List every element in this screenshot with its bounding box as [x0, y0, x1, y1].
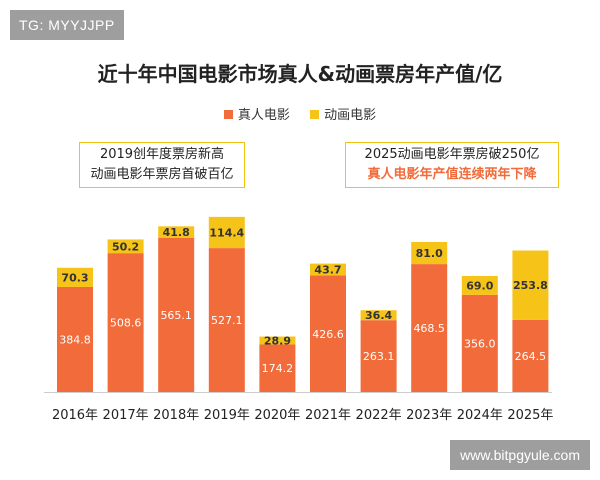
label-live-4: 174.2 [262, 362, 294, 375]
legend: 真人电影 动画电影 [0, 104, 600, 123]
x-tick-label-4: 2020年 [254, 408, 300, 423]
bar-anim-4 [259, 336, 296, 345]
x-tick-label-0: 2016年 [52, 408, 98, 423]
tag-label: TG: MYYJJPP [10, 10, 124, 40]
bar-live-5 [310, 275, 346, 392]
label-anim-9: 253.8 [513, 279, 548, 292]
label-live-2: 565.1 [160, 309, 192, 322]
label-live-6: 263.1 [363, 350, 395, 363]
x-tick-label-3: 2019年 [204, 408, 250, 423]
label-live-9: 264.5 [515, 350, 547, 363]
label-anim-2: 41.8 [163, 226, 190, 239]
label-anim-4: 28.9 [264, 334, 291, 347]
watermark: www.bitpgyule.com [450, 440, 590, 470]
x-tick-label-5: 2021年 [305, 408, 351, 423]
bar-live-8 [461, 294, 498, 392]
label-live-5: 426.6 [312, 328, 344, 341]
bar-live-4 [259, 344, 296, 392]
bar-live-6 [360, 320, 397, 392]
bar-live-1 [107, 253, 144, 392]
annotation-2025-line2: 真人电影年产值连续两年下降 [367, 167, 537, 182]
annotation-2025-line1: 2025动画电影年票房破250亿 [364, 147, 540, 162]
bar-live-0 [57, 286, 93, 392]
annotation-box-2025: 2025动画电影年票房破250亿 真人电影年产值连续两年下降 [345, 142, 559, 188]
label-anim-6: 36.4 [365, 309, 392, 322]
label-live-8: 356.0 [464, 337, 496, 350]
label-anim-0: 70.3 [61, 271, 88, 284]
x-tick-label-8: 2024年 [457, 408, 503, 423]
bar-live-2 [158, 237, 195, 392]
bar-live-7 [411, 264, 448, 392]
label-anim-3: 114.4 [209, 226, 244, 239]
label-live-7: 468.5 [413, 322, 445, 335]
legend-swatch-anim [310, 110, 320, 119]
bar-anim-7 [411, 241, 448, 265]
x-tick-label-6: 2022年 [356, 408, 402, 423]
bar-anim-2 [158, 226, 195, 238]
x-tick-label-2: 2018年 [153, 408, 199, 423]
chart-title: 近十年中国电影市场真人&动画票房年产值/亿 [97, 62, 503, 86]
label-live-0: 384.8 [59, 333, 91, 346]
bar-live-9 [512, 319, 549, 392]
label-anim-5: 43.7 [314, 264, 341, 277]
label-anim-1: 50.2 [112, 240, 139, 253]
legend-label-anim: 动画电影 [324, 108, 377, 123]
annotation-2019-line2: 动画电影年票房首破百亿 [90, 167, 234, 182]
bar-anim-1 [107, 239, 144, 254]
bar-anim-3 [208, 216, 245, 249]
bar-anim-0 [57, 267, 93, 287]
bar-anim-9 [512, 250, 549, 320]
label-live-3: 527.1 [211, 314, 243, 327]
legend-item-anim: 动画电影 [310, 104, 376, 123]
x-tick-label-9: 2025年 [507, 408, 553, 423]
x-tick-label-7: 2023年 [406, 408, 452, 423]
label-live-1: 508.6 [110, 317, 142, 330]
bar-anim-6 [360, 310, 397, 321]
annotation-2019-line1: 2019创年度票房新高 [99, 147, 225, 162]
x-tick-label-1: 2017年 [103, 408, 149, 423]
annotation-box-2019: 2019创年度票房新高 动画电影年票房首破百亿 [79, 142, 245, 188]
bar-live-3 [208, 248, 245, 392]
bar-anim-8 [461, 275, 498, 295]
label-anim-7: 81.0 [416, 247, 443, 260]
legend-item-live: 真人电影 [223, 104, 290, 123]
legend-label-live: 真人电影 [237, 108, 290, 123]
bar-anim-5 [310, 263, 346, 276]
legend-swatch-live [223, 110, 233, 119]
label-anim-8: 69.0 [466, 279, 493, 292]
